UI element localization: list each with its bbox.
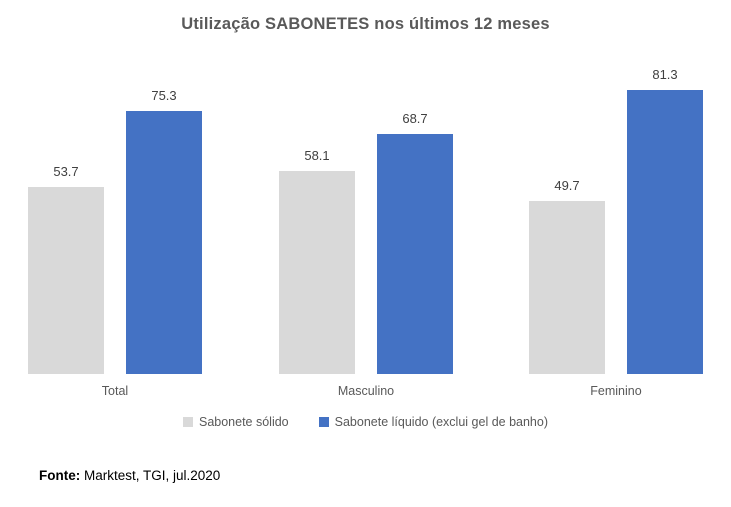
category-label: Masculino bbox=[337, 384, 395, 398]
legend-item: Sabonete líquido (exclui gel de banho) bbox=[318, 415, 548, 429]
bar-sabonete-solido bbox=[279, 171, 355, 374]
value-label: 68.7 bbox=[402, 111, 428, 126]
source-note-label: Fonte: bbox=[39, 468, 81, 483]
value-label: 81.3 bbox=[652, 67, 678, 82]
legend-swatch-icon bbox=[318, 417, 329, 427]
chart-title: Utilização SABONETES nos últimos 12 mese… bbox=[181, 15, 550, 33]
value-label: 58.1 bbox=[304, 148, 330, 163]
legend-label: Sabonete sólido bbox=[198, 415, 289, 429]
bar-sabonete-liquido bbox=[627, 90, 703, 374]
bar-sabonete-solido bbox=[28, 187, 104, 374]
category-label: Total bbox=[101, 384, 129, 398]
value-label: 53.7 bbox=[53, 164, 79, 179]
bar-sabonete-solido bbox=[529, 201, 605, 374]
value-label: 49.7 bbox=[554, 178, 580, 193]
legend: Sabonete sólido Sabonete líquido (exclui … bbox=[0, 415, 731, 429]
source-note: Fonte: Marktest, TGI, jul.2020 bbox=[39, 468, 220, 483]
legend-item: Sabonete sólido bbox=[182, 415, 289, 429]
bar-sabonete-liquido bbox=[126, 111, 202, 374]
value-label: 75.3 bbox=[151, 88, 177, 103]
category-label: Feminino bbox=[590, 384, 642, 398]
bar-sabonete-liquido bbox=[377, 134, 453, 374]
source-note-text: Marktest, TGI, jul.2020 bbox=[80, 468, 221, 483]
legend-label: Sabonete líquido (exclui gel de banho) bbox=[334, 415, 548, 429]
legend-swatch-icon bbox=[182, 417, 193, 427]
